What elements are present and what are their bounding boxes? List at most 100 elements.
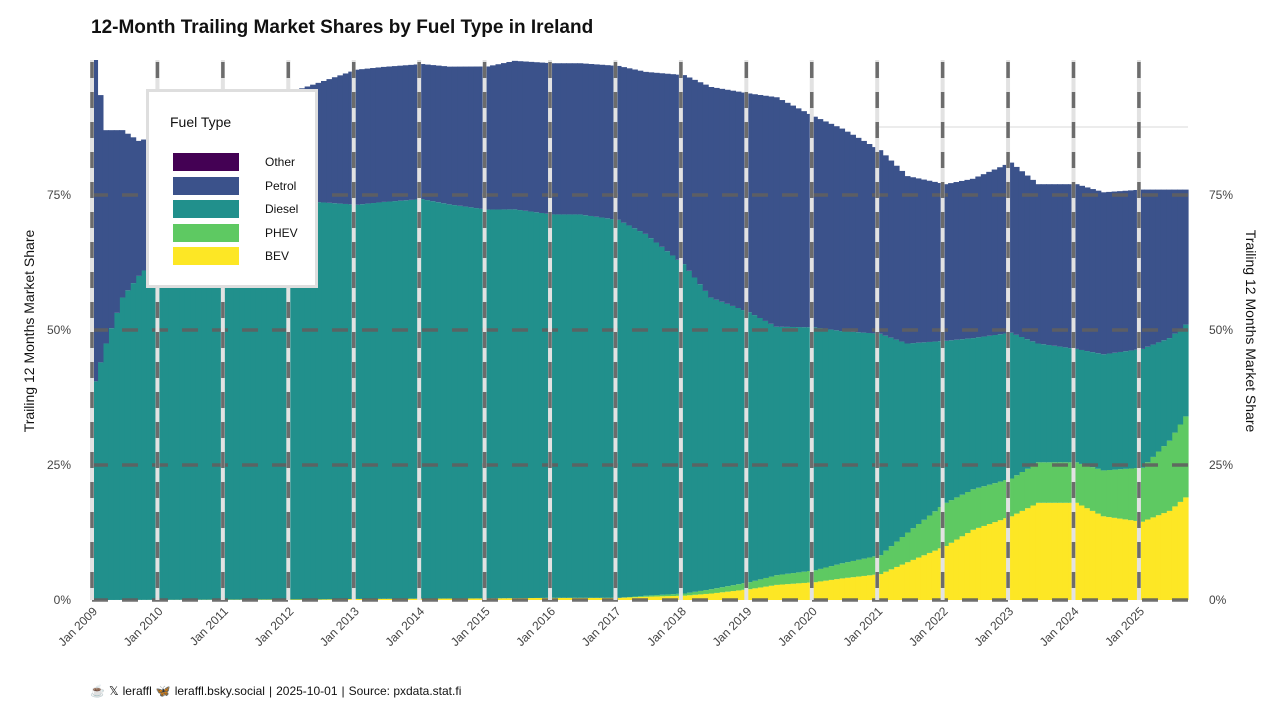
- bar-diesel: [402, 200, 409, 599]
- bar-petrol: [348, 71, 355, 205]
- bar-bev: [1013, 513, 1020, 600]
- bar-phev: [779, 574, 786, 585]
- bar-diesel: [364, 203, 371, 599]
- legend-swatch-petrol: [173, 177, 239, 195]
- bar-petrol: [435, 65, 442, 203]
- bar-diesel: [915, 342, 922, 525]
- bar-phev: [855, 559, 862, 577]
- bar-diesel: [839, 331, 846, 564]
- bar-phev: [659, 594, 666, 597]
- bar-bev: [893, 566, 900, 600]
- bar-bev: [757, 587, 764, 600]
- bar-petrol: [331, 77, 338, 204]
- bar-phev: [746, 582, 753, 590]
- bar-phev: [795, 572, 802, 584]
- bar-petrol: [419, 64, 426, 200]
- bar-diesel: [168, 241, 175, 600]
- caption-separator-2: |: [341, 684, 345, 698]
- bar-diesel: [375, 202, 382, 599]
- bar-petrol: [877, 150, 884, 334]
- bar-diesel: [446, 204, 453, 599]
- bar-petrol: [490, 65, 497, 210]
- bar-diesel: [304, 201, 311, 600]
- bar-diesel: [359, 204, 366, 599]
- bar-bev: [588, 597, 595, 600]
- bar-petrol: [391, 66, 398, 202]
- bar-diesel: [391, 201, 398, 599]
- bar-phev: [893, 541, 900, 567]
- bar-diesel: [233, 209, 240, 600]
- bar-diesel: [217, 212, 224, 600]
- bar-diesel: [1018, 337, 1026, 473]
- bar-phev: [1062, 462, 1069, 503]
- bar-phev: [729, 585, 737, 592]
- bar-bev: [789, 583, 796, 600]
- bar-petrol: [506, 61, 513, 210]
- bar-diesel: [626, 225, 633, 597]
- bar-diesel: [462, 206, 469, 599]
- bar-phev: [719, 587, 726, 593]
- bar-petrol: [855, 137, 862, 333]
- bar-phev: [1138, 467, 1145, 522]
- bar-bev: [1117, 518, 1124, 600]
- bar-petrol: [408, 64, 415, 200]
- bar-diesel: [620, 222, 627, 598]
- bar-petrol: [1089, 189, 1096, 353]
- bar-petrol: [511, 60, 518, 210]
- bar-diesel: [653, 242, 660, 596]
- bar-bev: [1171, 506, 1178, 600]
- bar-petrol: [381, 66, 388, 202]
- bar-petrol: [326, 79, 333, 203]
- bar-bev: [735, 590, 742, 600]
- bar-petrol: [522, 61, 529, 211]
- bar-diesel: [991, 335, 998, 484]
- bar-diesel: [321, 202, 328, 600]
- bar-petrol: [828, 123, 835, 330]
- bar-phev: [735, 584, 742, 591]
- bar-diesel: [1057, 346, 1064, 463]
- bar-phev: [1073, 462, 1080, 503]
- bar-petrol: [1068, 184, 1075, 349]
- bar-diesel: [522, 210, 529, 599]
- bar-phev: [642, 595, 649, 597]
- bar-diesel: [440, 203, 448, 599]
- bar-bev: [1068, 502, 1075, 600]
- bar-diesel: [1029, 341, 1036, 466]
- bar-diesel: [173, 234, 180, 600]
- bar-bev: [882, 571, 889, 600]
- bar-bev: [708, 593, 715, 600]
- bar-bev: [440, 598, 448, 600]
- bar-diesel: [506, 209, 513, 599]
- bar-bev: [1177, 501, 1184, 600]
- bar-petrol: [571, 63, 578, 215]
- bar-phev: [975, 487, 982, 528]
- bar-diesel: [1068, 348, 1075, 463]
- bar-petrol: [664, 73, 671, 252]
- bar-petrol: [822, 121, 829, 329]
- bar-phev: [762, 577, 769, 587]
- legend-title: Fuel Type: [170, 114, 232, 130]
- bar-bev: [1122, 519, 1129, 600]
- bar-petrol: [686, 77, 693, 271]
- bar-diesel: [811, 327, 818, 571]
- legend-item-diesel: Diesel: [173, 200, 313, 218]
- bar-phev: [724, 586, 731, 592]
- bar-phev: [811, 570, 818, 583]
- bar-diesel: [893, 339, 900, 542]
- legend-label-phev: PHEV: [265, 226, 298, 240]
- bar-diesel: [135, 275, 142, 600]
- bar-petrol: [757, 94, 764, 319]
- bar-phev: [844, 562, 851, 578]
- bar-phev: [1171, 432, 1178, 507]
- bar-diesel: [697, 284, 704, 591]
- bar-diesel: [615, 219, 622, 598]
- bar-phev: [789, 573, 796, 584]
- bar-petrol: [533, 62, 540, 213]
- bar-bev: [326, 599, 333, 600]
- bar-bev: [468, 598, 475, 600]
- bar-petrol: [746, 93, 753, 313]
- bar-petrol: [124, 133, 131, 291]
- bar-phev: [1177, 424, 1184, 502]
- bar-bev: [1111, 517, 1118, 600]
- bar-diesel: [969, 338, 976, 490]
